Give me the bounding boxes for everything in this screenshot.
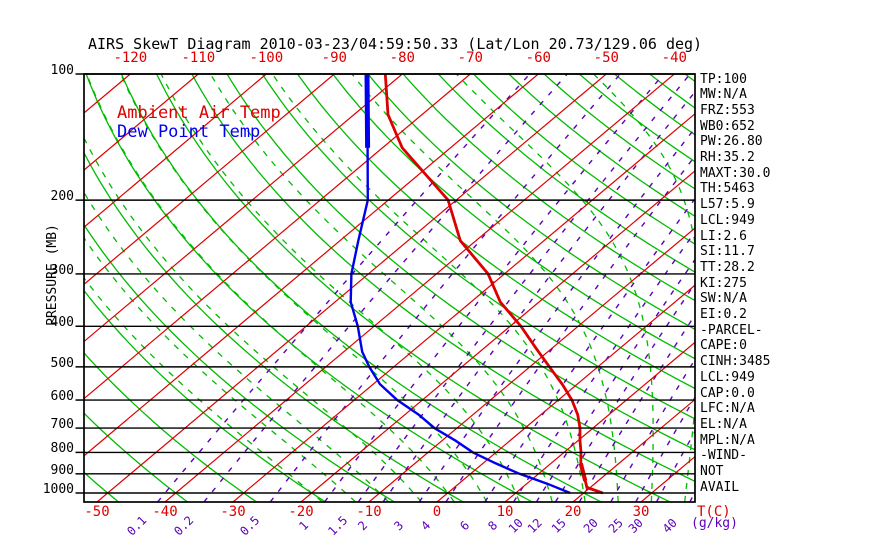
sounding-index-wb0: WB0:652 [700,118,755,134]
pressure-tick-label: 200 [50,189,74,205]
sounding-index-lcl: LCL:949 [700,369,755,385]
bottom-temp-tick-label: -10 [356,504,382,520]
sounding-index-lcl: LCL:949 [700,212,755,228]
top-temp-tick-label: -60 [525,50,551,66]
sounding-index-frz: FRZ:553 [700,102,755,118]
top-temp-tick-label: -50 [593,50,619,66]
top-temp-tick-label: -70 [457,50,483,66]
sounding-index-l57: L57:5.9 [700,197,755,213]
pressure-tick-label: 700 [50,417,74,433]
sounding-index-ei: EI:0.2 [700,307,747,322]
bottom-temp-tick-label: -30 [220,504,246,520]
sounding-index-pw: PW:26.80 [700,134,763,150]
top-temp-tick-label: -90 [321,50,347,66]
pressure-tick-label: 1000 [42,482,74,497]
top-temp-tick-label: -40 [661,50,687,66]
sounding-index-maxt: MAXT:30.0 [700,165,771,181]
temp-axis-unit-label: T(C) [697,504,731,520]
sounding-index-tp: TP:100 [700,71,747,87]
sounding-index-li: LI:2.6 [700,228,747,244]
bottom-temp-tick-label: -40 [152,504,178,520]
sounding-index-th: TH:5463 [700,181,755,197]
sounding-index-el: EL:N/A [700,416,747,432]
sounding-index-cap: CAP:0.0 [700,385,755,401]
top-temp-tick-label: -120 [113,50,148,66]
sounding-index-avail: AVAIL [700,479,740,495]
bottom-temp-tick-label: -20 [288,504,314,520]
pressure-tick-label: 900 [50,462,74,478]
top-temp-tick-label: -100 [249,50,284,66]
sounding-index-wind: -WIND- [700,448,747,464]
chart-title: AIRS SkewT Diagram 2010-03-23/04:59:50.3… [88,35,703,53]
bottom-temp-tick-label: -50 [84,504,110,520]
bottom-temp-tick-label: 10 [496,504,514,520]
sounding-index-mw: MW:N/A [700,87,747,103]
pressure-tick-label: 400 [50,315,74,331]
bottom-temp-tick-label: 30 [632,504,650,520]
pressure-tick-label: 100 [50,63,74,78]
top-temp-tick-label: -80 [389,50,415,66]
top-temp-tick-label: -110 [181,50,216,66]
sounding-index-rh: RH:35.2 [700,150,755,165]
mixing-ratio-unit-label: (g/kg) [691,516,738,531]
bottom-temp-tick-label: 20 [564,504,582,520]
pressure-tick-label: 300 [50,262,74,278]
sounding-index-ki: KI:275 [700,275,747,291]
sounding-index-tt: TT:28.2 [700,259,755,275]
legend-dew-point-temp: Dew Point Temp [117,122,261,142]
pressure-tick-label: 800 [50,441,74,457]
sounding-index-mpl: MPL:N/A [700,432,755,448]
sounding-index-si: SI:11.7 [700,244,755,260]
sounding-index-cinh: CINH:3485 [700,354,771,370]
legend-ambient-air-temp: Ambient Air Temp [117,103,281,123]
sounding-index-parcel: -PARCEL- [700,322,763,338]
sounding-index-cape: CAPE:0 [700,338,747,354]
sounding-index-not: NOT [700,464,724,479]
pressure-tick-label: 500 [50,355,74,371]
pressure-tick-label: 600 [50,389,74,405]
sounding-index-lfc: LFC:N/A [700,401,755,417]
bottom-temp-tick-label: 0 [432,504,442,520]
sounding-index-sw: SW:N/A [700,291,747,307]
